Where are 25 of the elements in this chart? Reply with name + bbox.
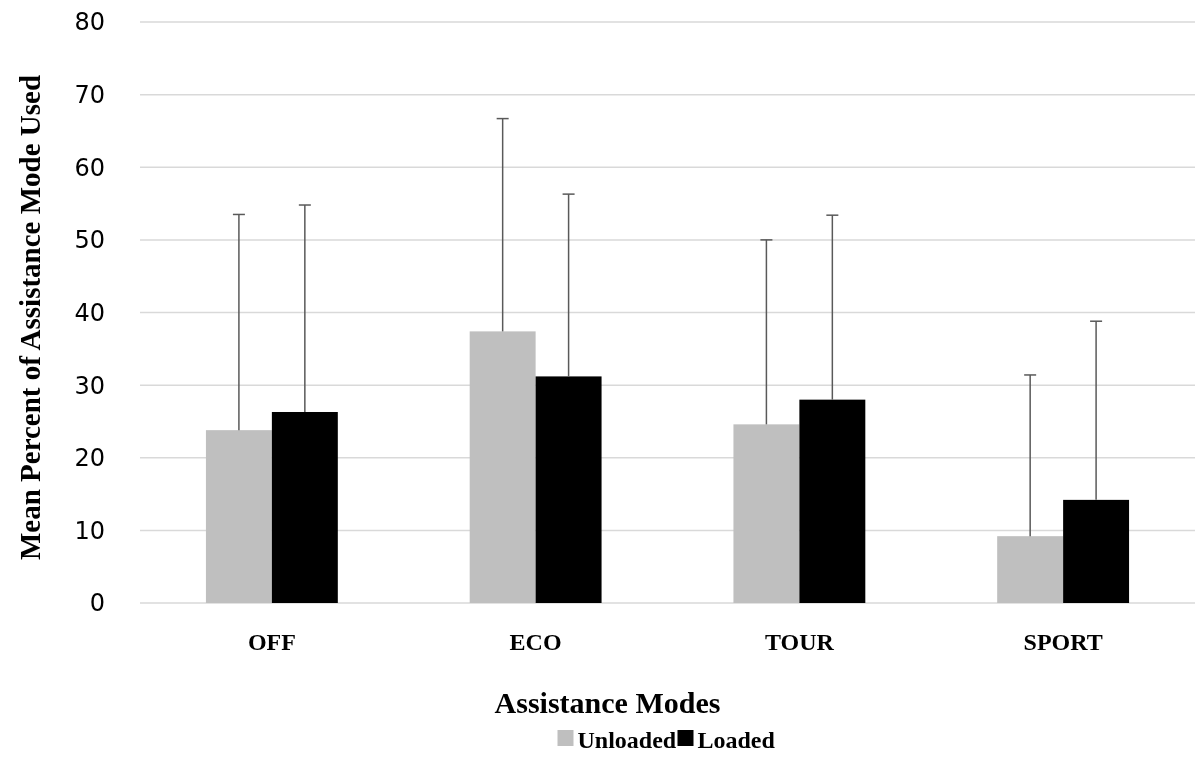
y-tick-label: 40	[74, 298, 105, 327]
bar	[733, 424, 800, 603]
y-tick-label: 50	[74, 226, 105, 255]
x-tick-label: SPORT	[1023, 629, 1103, 655]
legend-label: Loaded	[697, 727, 776, 753]
bar	[205, 430, 272, 603]
y-tick-label: 30	[74, 371, 105, 400]
bar	[799, 399, 866, 603]
bar	[271, 412, 338, 603]
y-axis-title: Mean Percent of Assistance Mode Used	[14, 74, 46, 561]
y-tick-label: 80	[74, 8, 105, 37]
bar	[1063, 499, 1130, 603]
bar	[535, 376, 602, 603]
x-tick-label: OFF	[247, 629, 296, 655]
y-tick-label: 60	[74, 153, 105, 182]
y-tick-label: 70	[74, 81, 105, 110]
bar	[469, 331, 536, 603]
x-tick-label: TOUR	[764, 629, 835, 655]
y-tick-label: 0	[89, 589, 105, 618]
bar	[997, 536, 1064, 603]
y-tick-label: 20	[74, 444, 105, 473]
y-tick-label: 10	[74, 516, 105, 545]
legend-label: Unloaded	[577, 727, 677, 753]
x-axis-title: Assistance Modes	[494, 686, 721, 719]
x-tick-label: ECO	[509, 629, 562, 655]
